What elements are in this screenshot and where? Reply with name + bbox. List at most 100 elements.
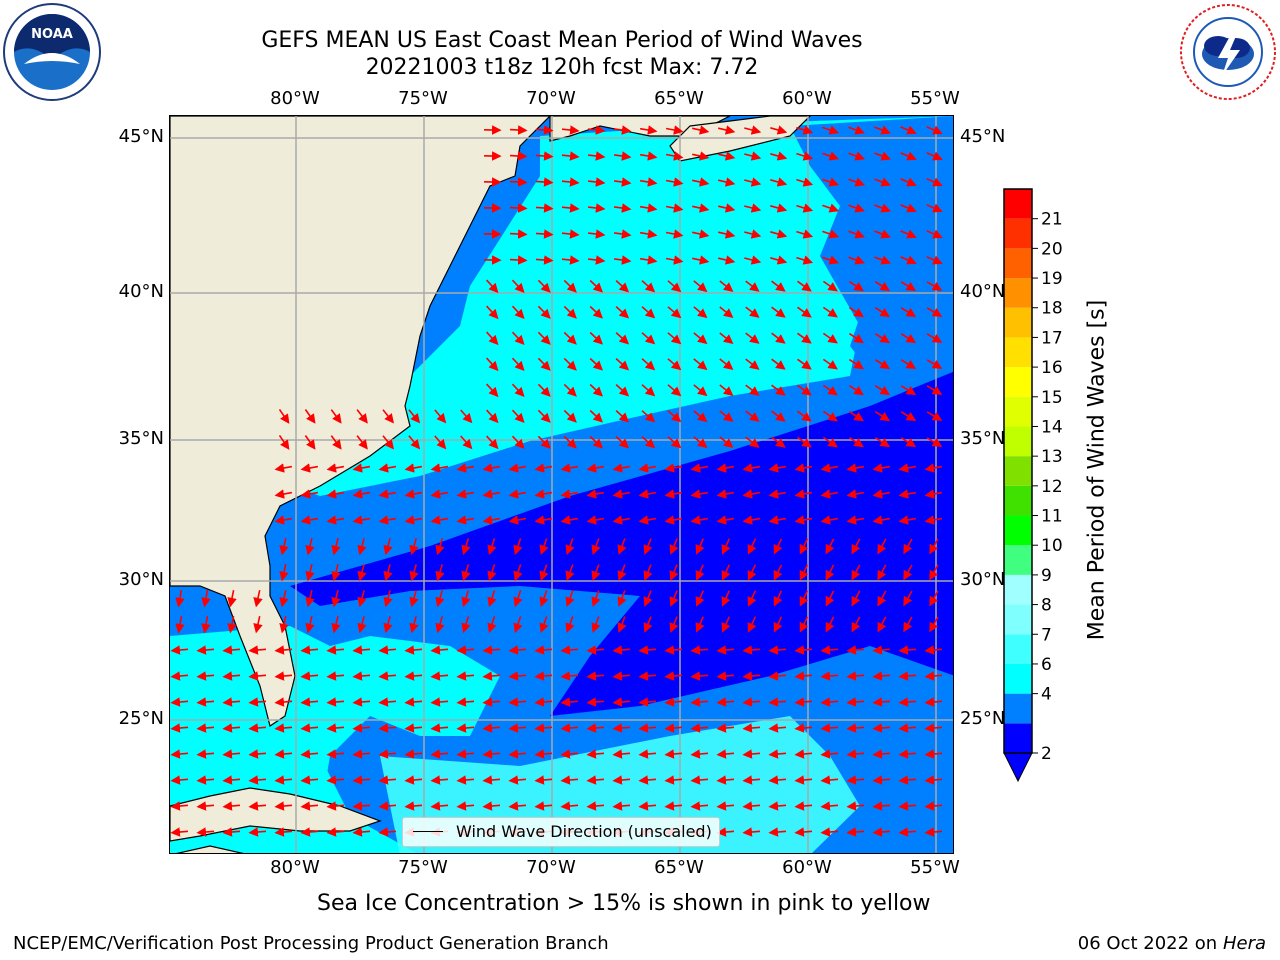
wind-wave-arrow [770, 151, 788, 161]
wind-wave-arrow [482, 515, 501, 525]
wind-wave-arrow [511, 435, 525, 449]
wind-wave-arrow [900, 125, 917, 135]
wind-wave-arrow [665, 203, 684, 213]
wind-wave-arrow [534, 463, 553, 473]
wind-wave-arrow [408, 435, 421, 450]
wind-wave-arrow [588, 203, 606, 213]
wind-wave-arrow [461, 564, 471, 582]
colorbar-segment [1004, 396, 1032, 427]
wind-wave-arrow [797, 332, 812, 344]
wind-wave-arrow [383, 538, 393, 556]
wind-wave-arrow [820, 671, 839, 681]
wind-wave-arrow [690, 749, 709, 759]
wind-wave-arrow [588, 255, 606, 265]
wind-wave-arrow [430, 489, 449, 499]
wind-wave-arrow [846, 723, 865, 733]
wind-wave-arrow [539, 538, 549, 556]
wind-wave-arrow [482, 775, 501, 785]
wind-wave-arrow [848, 177, 866, 187]
wind-wave-arrow [744, 229, 762, 239]
wind-wave-arrow [872, 749, 891, 759]
wind-wave-arrow [794, 749, 813, 759]
wind-wave-arrow [560, 801, 579, 811]
wind-wave-arrow [586, 515, 605, 525]
wind-wave-arrow [721, 616, 731, 633]
wind-wave-arrow [300, 515, 319, 525]
wind-wave-arrow [534, 515, 553, 525]
wind-wave-arrow [461, 616, 471, 634]
wind-wave-arrow [639, 229, 658, 239]
wind-wave-arrow [509, 229, 528, 239]
wind-wave-arrow [874, 125, 891, 135]
wind-wave-arrow [430, 645, 449, 655]
wind-wave-arrow [846, 827, 865, 837]
wind-wave-arrow [799, 564, 809, 581]
wind-wave-arrow [615, 384, 630, 397]
wind-wave-arrow [872, 671, 891, 681]
wind-wave-arrow [617, 616, 627, 633]
wind-wave-arrow [693, 436, 708, 449]
wind-wave-arrow [560, 463, 579, 473]
wind-wave-arrow [716, 463, 735, 473]
wind-wave-arrow [456, 463, 475, 473]
wind-wave-arrow [513, 538, 523, 556]
wind-wave-arrow [768, 671, 787, 681]
wind-wave-arrow [486, 331, 499, 346]
wind-wave-arrow [565, 590, 575, 607]
wind-wave-arrow [537, 383, 551, 397]
wind-wave-arrow [747, 590, 757, 607]
wind-wave-arrow [248, 645, 267, 655]
wind-wave-arrow [326, 463, 345, 473]
wind-wave-arrow [615, 410, 630, 423]
wind-wave-arrow [872, 489, 891, 499]
wind-wave-arrow [617, 590, 627, 607]
wind-wave-arrow [773, 590, 783, 607]
wind-wave-arrow [742, 515, 761, 525]
wind-wave-arrow [900, 203, 917, 213]
wind-wave-arrow [692, 255, 710, 265]
wind-wave-arrow [170, 749, 189, 759]
wind-wave-arrow [430, 697, 449, 707]
wind-wave-arrow [486, 357, 499, 372]
wind-wave-arrow [692, 203, 710, 213]
wind-wave-arrow [768, 749, 787, 759]
wind-wave-arrow [435, 538, 445, 556]
wind-wave-arrow [874, 333, 891, 344]
wind-wave-arrow [638, 697, 657, 707]
lon-tick-top: 55°W [910, 88, 960, 109]
wind-wave-arrow [435, 564, 445, 582]
wind-wave-arrow [695, 538, 705, 555]
wind-wave-arrow [695, 590, 705, 607]
wind-wave-arrow [822, 151, 840, 161]
wind-wave-arrow [279, 538, 289, 556]
wind-wave-arrow [721, 564, 731, 581]
wind-wave-arrow [900, 229, 917, 239]
wind-wave-arrow [924, 723, 943, 733]
wind-wave-arrow [770, 255, 788, 265]
wind-wave-arrow [460, 435, 473, 450]
wind-wave-arrow [561, 125, 580, 135]
wind-wave-arrow [872, 775, 891, 785]
wind-wave-arrow [719, 280, 734, 293]
wind-wave-arrow [612, 489, 631, 499]
wind-wave-arrow [692, 177, 710, 187]
wind-wave-arrow [326, 515, 345, 525]
colorbar-segment [1004, 248, 1032, 279]
wind-wave-arrow [794, 827, 813, 837]
wind-wave-arrow [638, 775, 657, 785]
wind-wave-arrow [274, 671, 293, 681]
sea-ice-note: Sea Ice Concentration > 15% is shown in … [317, 891, 931, 916]
land-gulf-coast [176, 845, 244, 853]
wind-wave-arrow [716, 671, 735, 681]
wind-wave-arrow [639, 151, 658, 161]
wind-wave-arrow [846, 645, 865, 655]
wind-wave-arrow [693, 280, 708, 293]
footer-date: 06 Oct 2022 on Hera [1078, 933, 1266, 954]
wind-wave-arrow [768, 463, 787, 473]
colorbar-tick-label: 6 [1041, 655, 1052, 675]
wind-wave-arrow [535, 177, 554, 187]
wind-wave-arrow [404, 515, 423, 525]
wind-wave-arrow [900, 411, 917, 422]
wind-wave-arrow [586, 801, 605, 811]
wind-wave-arrow [326, 645, 345, 655]
